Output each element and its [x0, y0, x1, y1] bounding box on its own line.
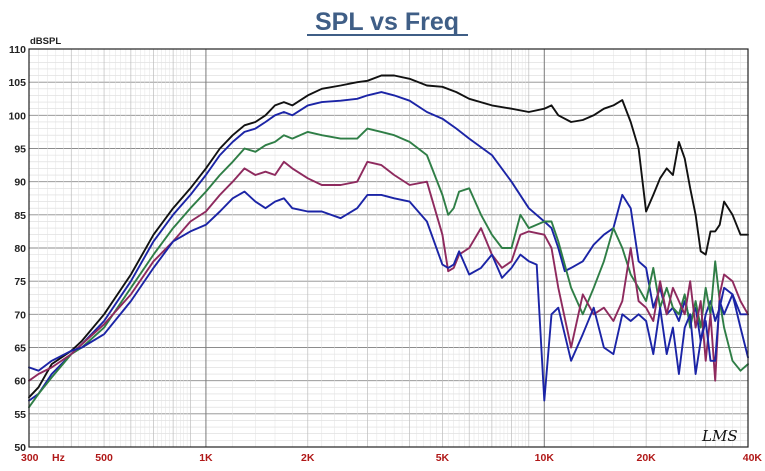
plot-frame — [28, 48, 749, 448]
y-tick-label: 70 — [14, 309, 26, 321]
y-tick-label: 55 — [14, 409, 26, 421]
series-line-5 — [28, 190, 749, 402]
x-tick-label: 300 — [21, 452, 39, 464]
y-tick-label: 65 — [14, 343, 26, 355]
y-tick-label: 105 — [8, 77, 26, 89]
lms-watermark: LMS — [701, 427, 738, 445]
series-line-4 — [28, 160, 749, 382]
y-tick-label: 110 — [9, 44, 26, 56]
x-tick-label: 10K — [535, 452, 555, 464]
y-tick-label: 80 — [14, 243, 26, 255]
y-tick-label: 100 — [8, 110, 26, 122]
series-group — [28, 74, 749, 409]
x-tick-label: 40K — [743, 452, 763, 464]
x-tick-label: 2K — [301, 452, 315, 464]
y-tick-label: 95 — [14, 144, 26, 156]
x-tick-label: 20K — [637, 452, 657, 464]
x-tick-labels: 300 500 1K 2K 5K 10K 20K 40K — [21, 452, 762, 464]
y-tick-label: 60 — [14, 376, 26, 388]
series-line-3 — [28, 127, 749, 409]
y-axis-label: dBSPL — [30, 36, 61, 47]
series-line-1 — [28, 74, 749, 399]
y-tick-label: 85 — [14, 210, 26, 222]
y-tick-labels: 50 55 60 65 70 75 80 85 90 95 100 105 110 — [8, 44, 26, 454]
chart-title: SPL vs Freq — [315, 8, 459, 36]
y-tick-label: 90 — [14, 177, 26, 189]
x-unit-label: Hz — [52, 452, 65, 464]
x-tick-label: 1K — [199, 452, 213, 464]
y-tick-label: 75 — [14, 276, 26, 288]
y-tick-label: 50 — [14, 442, 26, 454]
grid — [28, 48, 749, 448]
x-tick-label: 5K — [436, 452, 450, 464]
x-tick-label: 500 — [95, 452, 113, 464]
